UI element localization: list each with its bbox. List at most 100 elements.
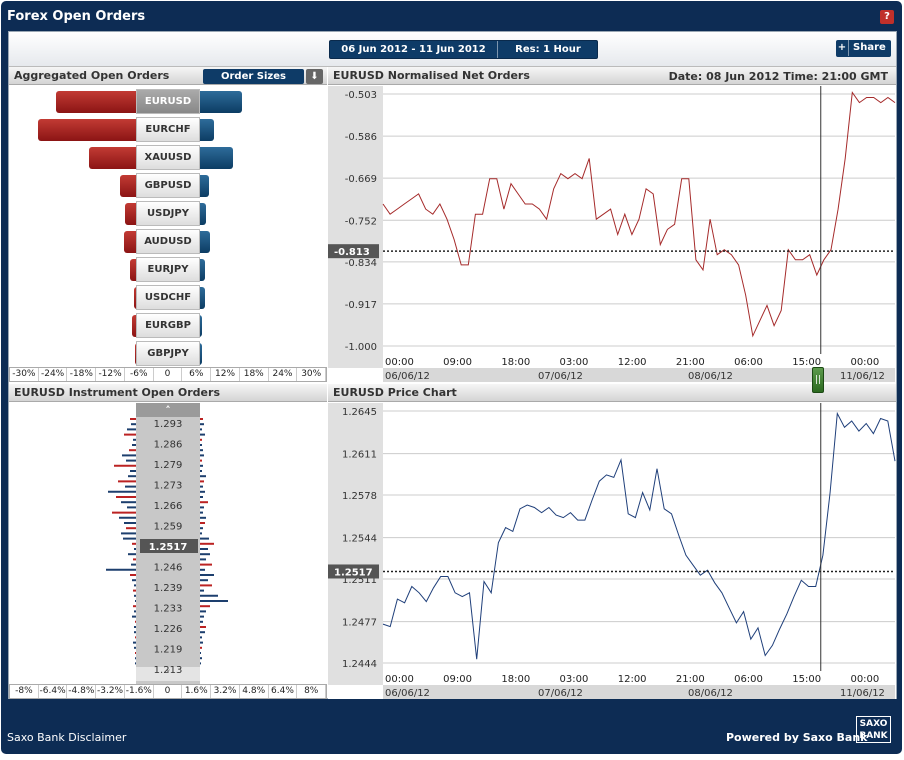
axis-tick: 0 [154, 685, 183, 698]
instrument-axis: -8% -6.4% -4.8% -3.2% -1.6% 0 1.6% 3.2% 4.8% 6.4%… [9, 684, 327, 699]
y-axis-bg [328, 403, 383, 685]
date-label: 07/06/12 [538, 688, 583, 699]
x-tick-label: 00:00 [850, 357, 879, 368]
price-chart[interactable]: 1.2645 1.2611 1.2578 1.2544 1.2511 1.2477 1.24… [328, 403, 896, 699]
long-bar [195, 203, 206, 225]
axis-tick: -6.4% [39, 685, 68, 698]
help-icon[interactable]: ? [880, 10, 894, 24]
price-level-label: 1.226 [154, 624, 183, 635]
date-label: 07/06/12 [538, 371, 583, 382]
price-level-label: 1.219 [154, 645, 183, 656]
normalised-title: EURUSD Normalised Net Orders [333, 69, 530, 82]
x-tick-label: 09:00 [443, 357, 472, 368]
currency-button[interactable]: AUDUSD [136, 229, 200, 254]
y-tick-label: 1.2645 [342, 407, 377, 418]
currency-button[interactable]: XAUUSD [136, 145, 200, 170]
normalised-chart[interactable]: -0.503 -0.586 -0.669 -0.752 -0.834 -0.917 -1.0… [328, 86, 896, 384]
x-tick-label: 09:00 [443, 674, 472, 685]
long-bar [195, 91, 242, 113]
x-tick-label: 18:00 [501, 357, 530, 368]
short-bar [56, 91, 141, 113]
axis-tick: 18% [240, 368, 269, 381]
saxo-bank-logo: SAXO BANK [856, 716, 891, 743]
logo-line1: SAXO [859, 719, 888, 729]
download-arrow-icon[interactable]: ⬇ [306, 69, 323, 84]
date-axis-bg [383, 685, 895, 699]
currency-button[interactable]: GBPJPY [136, 341, 200, 366]
chart-bg [328, 86, 896, 382]
axis-tick: 3.2% [211, 685, 240, 698]
resolution-label[interactable]: Res: 1 Hour [515, 44, 581, 55]
short-bar [130, 259, 141, 281]
axis-tick: 6.4% [269, 685, 298, 698]
slider-handle[interactable]: || [812, 367, 824, 393]
price-level-label: 1.233 [154, 604, 183, 615]
date-label: 11/06/12 [840, 688, 885, 699]
y-tick-label: 1.2544 [342, 534, 377, 545]
date-axis-bg [383, 368, 895, 382]
price-level-label: 1.266 [154, 501, 183, 512]
window-title: Forex Open Orders [7, 9, 146, 24]
x-tick-label: 21:00 [676, 357, 705, 368]
price-level-label: 1.259 [154, 522, 183, 533]
axis-tick: 1.6% [182, 685, 212, 698]
y-tick-label: -0.752 [345, 216, 377, 227]
currency-button[interactable]: EURGBP [136, 313, 200, 338]
y-tick-label: -0.503 [345, 90, 377, 101]
axis-tick: -18% [67, 368, 97, 381]
current-price-badge [140, 539, 198, 553]
series-line [382, 91, 896, 338]
current-level-text: -0.813 [334, 247, 370, 258]
normalised-header: EURUSD Normalised Net Orders [328, 67, 896, 85]
order-sizes-button[interactable]: Order Sizes [203, 69, 304, 84]
axis-tick: -4.8% [68, 685, 97, 698]
date-range-selector[interactable]: 06 Jun 2012 - 11 Jun 2012 Res: 1 Hour [329, 40, 598, 59]
currency-button[interactable]: EURJPY [136, 257, 200, 282]
y-tick-label: -0.586 [345, 132, 377, 143]
short-bar [38, 119, 141, 141]
x-tick-label: 12:00 [618, 357, 647, 368]
price-header: EURUSD Price Chart [328, 384, 896, 402]
date-label: 08/06/12 [688, 688, 733, 699]
currency-button[interactable]: USDCHF [136, 285, 200, 310]
price-level-label: 1.286 [154, 440, 183, 451]
price-level-label: 1.213 [154, 665, 183, 676]
x-tick-label: 21:00 [676, 674, 705, 685]
y-tick-label: 1.2444 [342, 659, 377, 670]
selected-datetime: Date: 08 Jun 2012 Time: 21:00 GMT [668, 70, 888, 83]
currency-button[interactable]: EURUSD [136, 89, 200, 114]
scroll-up-icon: ˄ [165, 404, 171, 417]
currency-button[interactable]: USDJPY [136, 201, 200, 226]
toolbar: 06 Jun 2012 - 11 Jun 2012 Res: 1 Hour + S… [9, 32, 896, 67]
scroll-down-bg [136, 667, 200, 681]
plus-icon: + [836, 40, 849, 56]
currency-button[interactable]: GBPUSD [136, 173, 200, 198]
y-tick-label: -0.669 [345, 174, 377, 185]
currency-button[interactable]: EURCHF [136, 117, 200, 142]
date-range-label[interactable]: 06 Jun 2012 - 11 Jun 2012 [330, 41, 498, 58]
disclaimer-link[interactable]: Saxo Bank Disclaimer [7, 731, 127, 744]
axis-tick: 6% [182, 368, 212, 381]
share-button[interactable]: + Share [836, 40, 891, 57]
axis-tick: -8% [10, 685, 39, 698]
x-tick-label: 03:00 [560, 357, 589, 368]
axis-tick: -6% [125, 368, 154, 381]
y-tick-label: -0.917 [345, 300, 377, 311]
x-tick-label: 03:00 [560, 674, 589, 685]
current-price-label: 1.2517 [149, 542, 188, 553]
y-axis-bg [328, 86, 383, 368]
x-axis-bg [383, 671, 895, 685]
price-level-label: 1.293 [154, 419, 183, 430]
aggregated-title: Aggregated Open Orders [14, 69, 170, 82]
axis-tick: -3.2% [97, 685, 125, 698]
x-tick-label: 06:00 [734, 674, 763, 685]
y-tick-label: -0.834 [345, 258, 377, 269]
price-level-label: 1.246 [154, 563, 183, 574]
axis-tick: 8% [297, 685, 327, 698]
long-bar [195, 259, 205, 281]
instrument-header: EURUSD Instrument Open Orders [9, 384, 327, 402]
x-tick-label: 12:00 [618, 674, 647, 685]
y-tick-label: -1.000 [345, 342, 377, 353]
x-tick-label: 06:00 [734, 357, 763, 368]
